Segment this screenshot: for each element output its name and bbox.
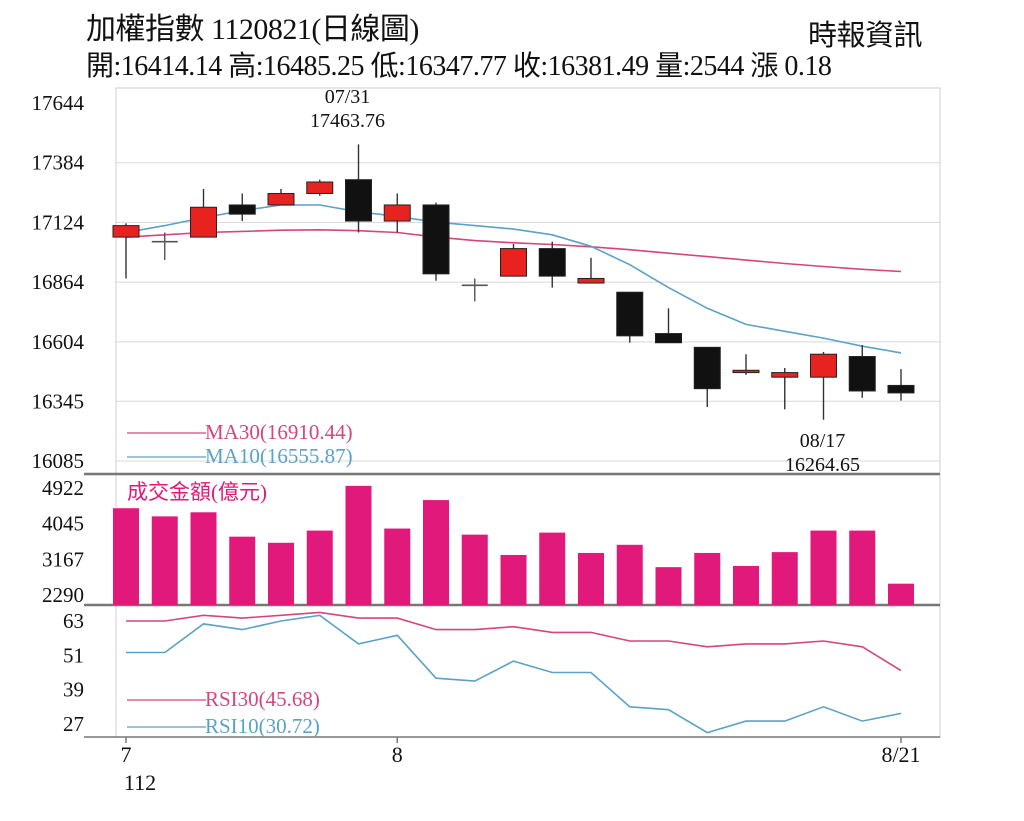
candle-body — [616, 291, 644, 337]
price-ytick-label: 16345 — [32, 389, 85, 413]
annotation-value: 16264.65 — [785, 454, 860, 476]
volume-ytick-label: 2290 — [42, 583, 84, 607]
rsi10-line — [126, 614, 902, 734]
volume-bar — [384, 528, 411, 605]
rsi-ytick-label: 27 — [63, 712, 84, 736]
volume-bar — [810, 530, 837, 605]
candle-body — [228, 204, 256, 215]
volume-bar — [268, 542, 294, 605]
legend-label: RSI10(30.72) — [205, 714, 320, 738]
volume-ytick-label: 3167 — [42, 547, 84, 571]
volume-bar — [423, 500, 449, 605]
candle-body — [306, 181, 334, 194]
volume-ytick-label: 4922 — [42, 476, 84, 500]
candle-body — [848, 356, 876, 392]
volume-bar — [229, 536, 256, 605]
volume-bar — [190, 512, 217, 605]
volume-bar — [539, 532, 566, 605]
candle-body — [345, 179, 372, 222]
rsi30-line — [126, 611, 902, 672]
candle-body — [267, 192, 295, 206]
candle-body — [538, 248, 566, 277]
volume-bar — [655, 567, 682, 605]
volume-title: 成交金額(億元) — [127, 480, 267, 504]
volume-bar — [888, 583, 914, 605]
candle-body — [190, 206, 217, 238]
candle-body — [693, 346, 721, 390]
volume-bar — [771, 552, 798, 605]
candle-body — [112, 225, 140, 238]
candle-body — [732, 369, 760, 374]
candle-body — [810, 353, 837, 378]
candle-body — [383, 204, 411, 222]
price-ytick-label: 16604 — [32, 330, 85, 354]
volume-bar — [306, 530, 333, 605]
x-tick-label: 8/21 — [881, 742, 920, 767]
annotation-date: 08/17 — [800, 430, 846, 452]
ohlc-summary: 開:16414.14 高:16485.25 低:16347.77 收:16381… — [86, 51, 832, 82]
rsi-ytick-label: 63 — [63, 609, 84, 633]
x-tick-label: 7 — [121, 742, 132, 767]
candle-body — [887, 384, 915, 394]
price-ytick-label: 16864 — [32, 270, 85, 294]
rsi-ytick-label: 39 — [63, 678, 84, 702]
price-ytick-label: 16085 — [32, 449, 85, 473]
volume-bar — [578, 552, 604, 605]
rsi-ytick-label: 51 — [63, 643, 84, 667]
volume-bar — [345, 485, 372, 605]
price-ytick-label: 17384 — [32, 151, 85, 175]
candle-body — [655, 333, 682, 344]
volume-bar — [733, 565, 759, 605]
price-ytick-label: 17644 — [32, 91, 85, 115]
chart-title: 加權指數 1120821(日線圖) — [86, 13, 419, 46]
volume-bar — [849, 530, 876, 605]
annotation-date: 07/31 — [325, 86, 371, 108]
ma30-line — [125, 228, 902, 273]
candle-body — [500, 248, 527, 277]
candle-body — [577, 277, 605, 284]
candle-body — [422, 204, 450, 275]
volume-bar — [694, 552, 721, 605]
price-ytick-label: 17124 — [32, 210, 85, 234]
annotation-value: 17463.76 — [310, 110, 385, 132]
volume-bar — [616, 544, 643, 605]
volume-bar — [461, 534, 488, 605]
volume-ytick-label: 4045 — [42, 512, 84, 536]
volume-bar — [500, 554, 527, 605]
ma10-line — [125, 204, 902, 354]
plot-frame — [115, 87, 941, 738]
volume-bar — [113, 508, 139, 605]
x-tick-sublabel: 112 — [124, 770, 156, 795]
source-label: 時報資訊 — [808, 20, 923, 52]
legend-label: RSI30(45.68) — [205, 687, 320, 711]
legend-label: MA30(16910.44) — [205, 420, 353, 444]
legend-label: MA10(16555.87) — [205, 444, 353, 468]
candle-body — [771, 372, 799, 378]
x-tick-label: 8 — [392, 742, 403, 767]
volume-bar — [151, 516, 178, 605]
